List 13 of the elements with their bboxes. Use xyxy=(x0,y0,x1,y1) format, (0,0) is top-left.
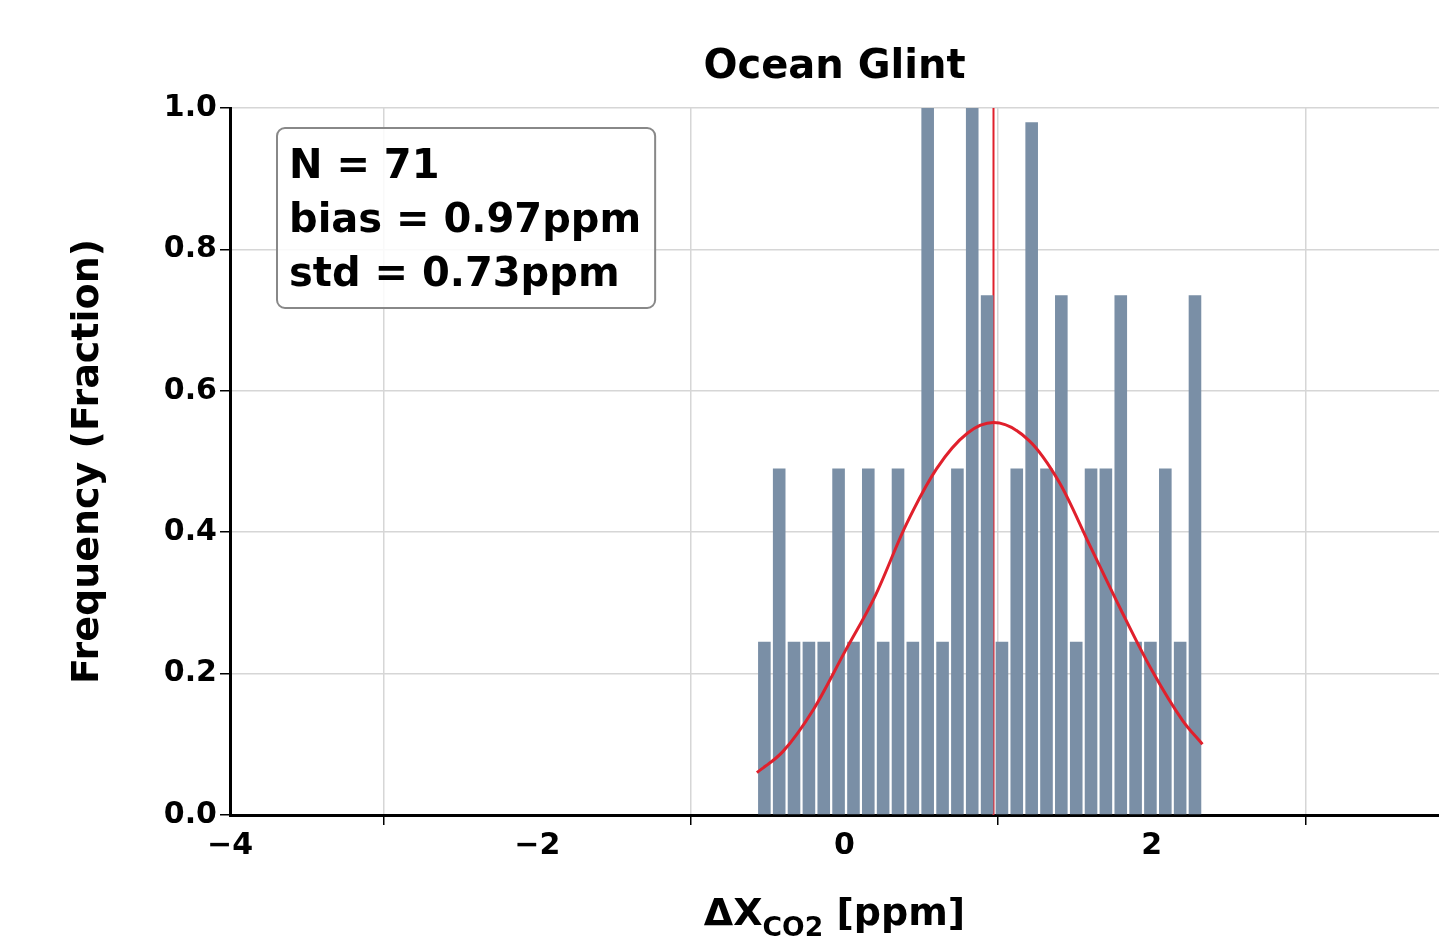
x-tick-label: 2 xyxy=(1141,825,1163,861)
y-tick-label: 0.2 xyxy=(163,653,217,689)
y-tick-label: 0.8 xyxy=(163,229,217,265)
y-axis-title: Frequency (Fraction) xyxy=(63,238,107,685)
annotation: N = 71 xyxy=(289,141,440,187)
y-tick-label: 0.4 xyxy=(163,512,217,547)
annotation: bias = 0.97ppm xyxy=(289,195,642,241)
chart-title: Ocean Glint xyxy=(703,41,966,87)
annotation: std = 0.73ppm xyxy=(289,249,620,295)
x-tick-label: 0 xyxy=(834,825,855,861)
x-tick-label: −2 xyxy=(514,825,561,861)
y-tick-label: 1.0 xyxy=(163,87,217,123)
y-tick-label: 0.6 xyxy=(163,370,217,406)
